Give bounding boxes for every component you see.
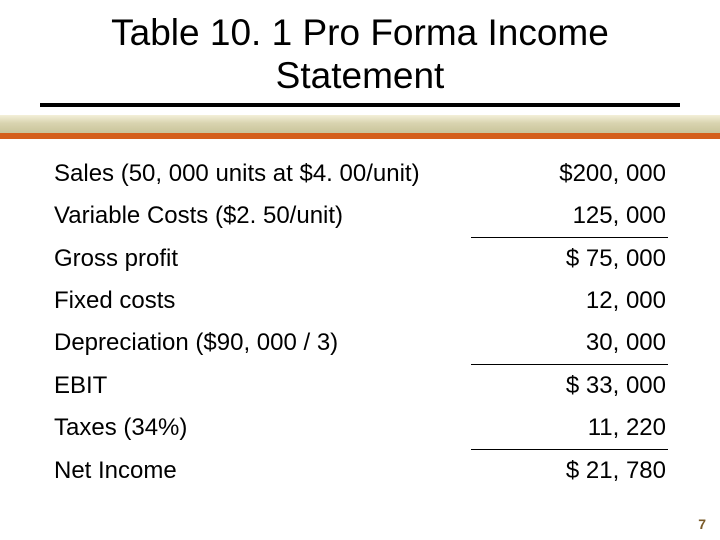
table-row: Gross profit $ 75, 000 [52, 238, 668, 281]
row-value: $ 33, 000 [471, 365, 668, 408]
table-row: Taxes (34%) 11, 220 [52, 407, 668, 450]
table-row: Sales (50, 000 units at $4. 00/unit) $20… [52, 153, 668, 195]
row-label: Net Income [52, 450, 471, 493]
title-line-1: Table 10. 1 Pro Forma Income [111, 12, 609, 53]
row-label: Variable Costs ($2. 50/unit) [52, 195, 471, 238]
row-value: $ 21, 780 [471, 450, 668, 493]
row-label: Gross profit [52, 238, 471, 281]
row-value: $ 75, 000 [471, 238, 668, 281]
row-label: Taxes (34%) [52, 407, 471, 450]
row-label: Fixed costs [52, 280, 471, 322]
income-statement-table: Sales (50, 000 units at $4. 00/unit) $20… [52, 153, 668, 492]
slide-title: Table 10. 1 Pro Forma Income Statement [40, 12, 680, 97]
row-value: 30, 000 [471, 322, 668, 365]
title-line-2: Statement [276, 55, 445, 96]
row-label: Depreciation ($90, 000 / 3) [52, 322, 471, 365]
content-area: Sales (50, 000 units at $4. 00/unit) $20… [0, 139, 720, 540]
slide: Table 10. 1 Pro Forma Income Statement S… [0, 0, 720, 540]
table-row: Variable Costs ($2. 50/unit) 125, 000 [52, 195, 668, 238]
row-label: EBIT [52, 365, 471, 408]
table-row: Fixed costs 12, 000 [52, 280, 668, 322]
row-value: 125, 000 [471, 195, 668, 238]
row-value: 12, 000 [471, 280, 668, 322]
table-row: Net Income $ 21, 780 [52, 450, 668, 493]
page-number: 7 [698, 516, 706, 532]
table-row: EBIT $ 33, 000 [52, 365, 668, 408]
title-region: Table 10. 1 Pro Forma Income Statement [0, 0, 720, 115]
row-value: $200, 000 [471, 153, 668, 195]
table-row: Depreciation ($90, 000 / 3) 30, 000 [52, 322, 668, 365]
row-value: 11, 220 [471, 407, 668, 450]
row-label: Sales (50, 000 units at $4. 00/unit) [52, 153, 471, 195]
gradient-band [0, 115, 720, 133]
title-underline [40, 103, 680, 107]
